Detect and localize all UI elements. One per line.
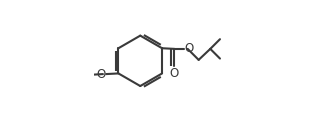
Text: O: O [96,68,105,81]
Text: O: O [184,42,194,55]
Text: O: O [170,67,179,80]
